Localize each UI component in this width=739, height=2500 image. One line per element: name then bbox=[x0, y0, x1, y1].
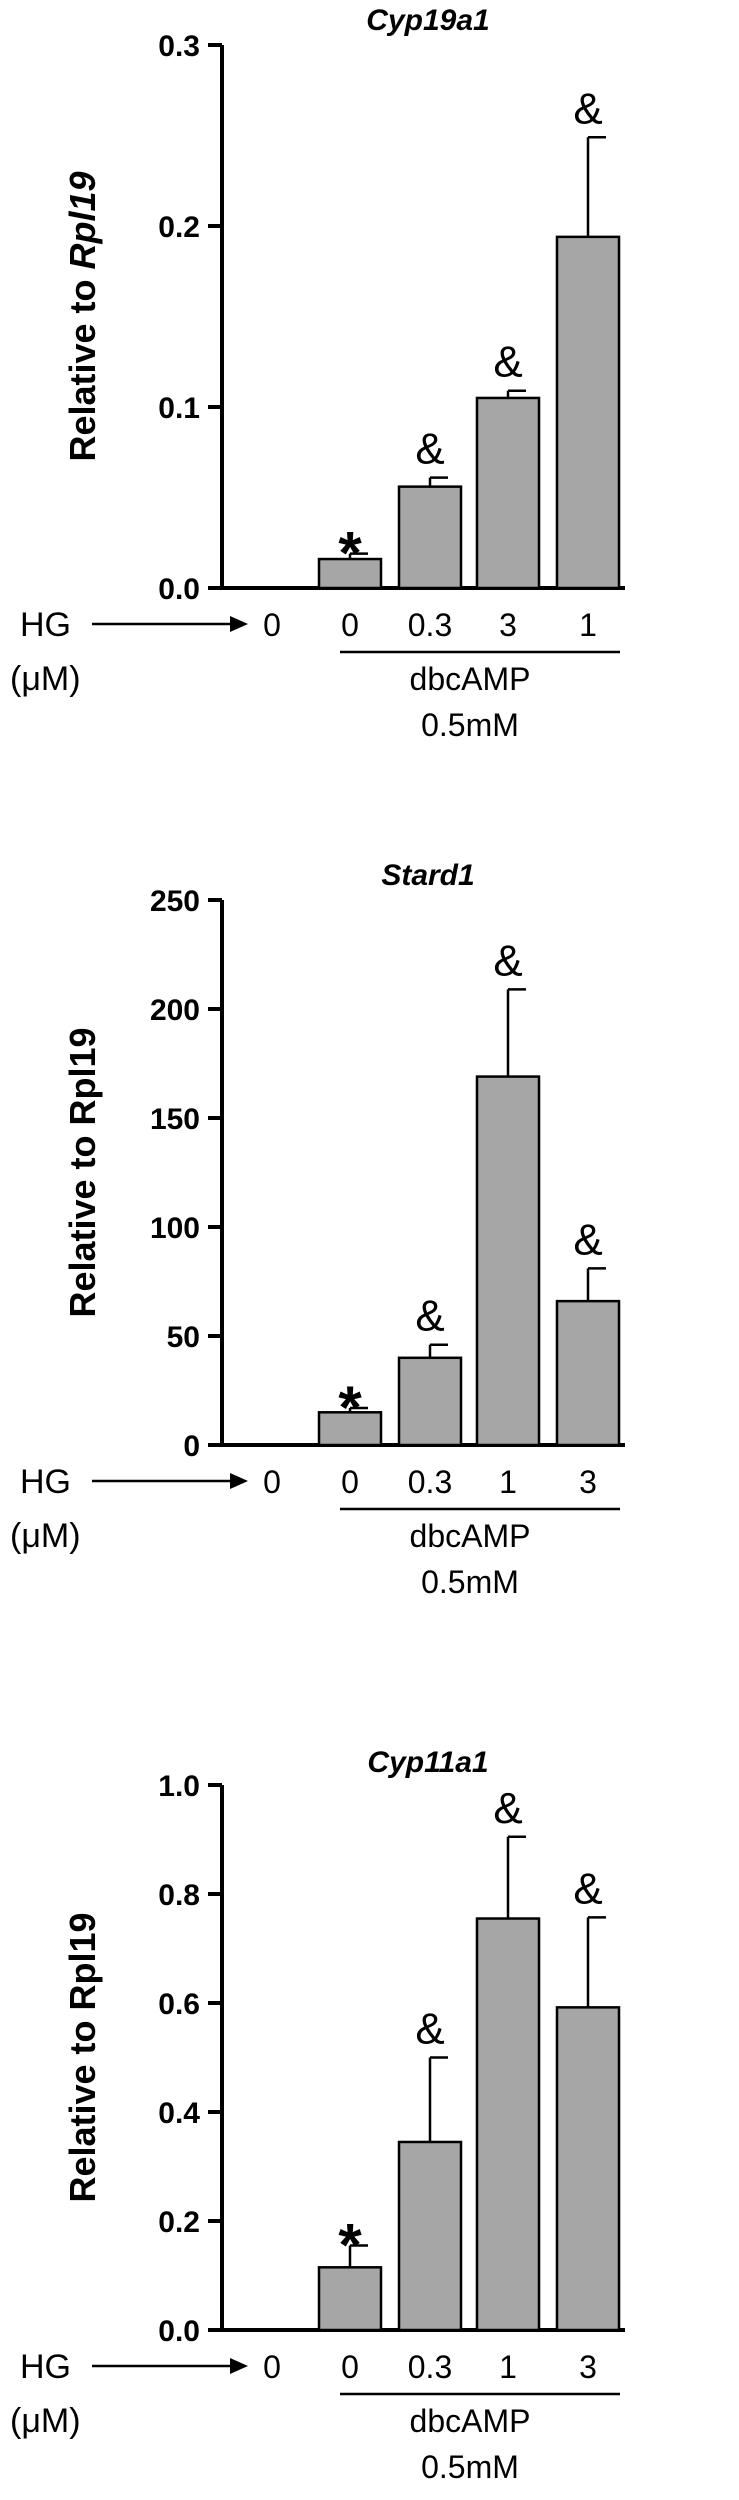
x-tick-label: 0 bbox=[263, 2349, 281, 2385]
significance-ampersand: & bbox=[573, 1864, 602, 1913]
unit-label: (μM) bbox=[10, 660, 81, 698]
y-tick-label: 1.0 bbox=[158, 1770, 200, 1803]
bar bbox=[475, 1917, 541, 2332]
x-tick-label: 0 bbox=[263, 607, 281, 643]
x-tick-label: 0.3 bbox=[408, 1464, 452, 1500]
significance-ampersand: & bbox=[415, 2005, 444, 2054]
bar bbox=[397, 485, 463, 590]
y-axis-label-prefix: Relative to bbox=[62, 1125, 103, 1317]
bar bbox=[397, 1356, 463, 1447]
significance-ampersand: & bbox=[493, 338, 522, 387]
significance-ampersand: & bbox=[415, 425, 444, 474]
y-tick-label: 150 bbox=[150, 1103, 200, 1136]
group-label: dbcAMP bbox=[410, 1518, 531, 1554]
chart-2: Cyp11a1 Relative to Rpl19 0.0 0.2 0.4 0.6 0.8 1… bbox=[10, 1746, 625, 2485]
hg-label: HG bbox=[20, 2348, 71, 2386]
y-tick-label: 250 bbox=[150, 885, 200, 918]
bar bbox=[555, 1299, 621, 1447]
y-tick-label: 0.1 bbox=[158, 392, 200, 425]
x-tick-label: 1 bbox=[499, 2349, 517, 2385]
y-tick-label: 100 bbox=[150, 1212, 200, 1245]
bar bbox=[555, 2006, 621, 2332]
y-tick-label: 0.0 bbox=[158, 2315, 200, 2348]
x-tick-label: 3 bbox=[499, 607, 517, 643]
significance-ampersand: & bbox=[573, 1215, 602, 1264]
y-tick-label: 0.8 bbox=[158, 1879, 200, 1912]
x-tick-label: 1 bbox=[499, 1464, 517, 1500]
y-tick-label: 0.4 bbox=[158, 2097, 200, 2130]
significance-ampersand: & bbox=[573, 84, 602, 133]
y-tick-label: 0 bbox=[183, 1430, 200, 1463]
group-sublabel: 0.5mM bbox=[421, 707, 519, 743]
y-axis-label-gene: Rpl19 bbox=[62, 1912, 103, 2010]
chart-title: Cyp19a1 bbox=[366, 4, 489, 37]
x-tick-label: 0.3 bbox=[408, 607, 452, 643]
unit-label: (μM) bbox=[10, 1517, 81, 1555]
hg-label: HG bbox=[20, 606, 71, 644]
y-axis-label: Relative to Rpl19 bbox=[62, 1027, 103, 1317]
bar bbox=[475, 1075, 541, 1447]
x-tick-label: 0.3 bbox=[408, 2349, 452, 2385]
group-sublabel: 0.5mM bbox=[421, 1564, 519, 1600]
chart-title: Stard1 bbox=[381, 859, 474, 892]
significance-ampersand: & bbox=[415, 1292, 444, 1341]
significance-star: * bbox=[338, 2212, 362, 2279]
arrow-head bbox=[230, 616, 248, 632]
x-tick-label: 3 bbox=[579, 2349, 597, 2385]
y-tick-label: 0.0 bbox=[158, 573, 200, 606]
bar bbox=[555, 235, 621, 590]
group-sublabel: 0.5mM bbox=[421, 2449, 519, 2485]
x-tick-label: 0 bbox=[341, 2349, 359, 2385]
unit-label: (μM) bbox=[10, 2402, 81, 2440]
y-tick-label: 50 bbox=[167, 1321, 200, 1354]
y-tick-label: 0.6 bbox=[158, 1988, 200, 2021]
significance-ampersand: & bbox=[493, 936, 522, 985]
y-tick-label: 0.2 bbox=[158, 211, 200, 244]
significance-ampersand: & bbox=[493, 1784, 522, 1833]
y-axis-label: Relative to Rpl19 bbox=[62, 171, 103, 461]
arrow-head bbox=[230, 2358, 248, 2374]
bar bbox=[475, 396, 541, 590]
y-axis-label-prefix: Relative to bbox=[62, 2010, 103, 2202]
x-tick-label: 0 bbox=[341, 1464, 359, 1500]
hg-label: HG bbox=[20, 1463, 71, 1501]
bar bbox=[397, 2140, 463, 2332]
x-tick-label: 0 bbox=[341, 607, 359, 643]
y-axis-label-gene: Rpl19 bbox=[62, 171, 103, 269]
chart-title: Cyp11a1 bbox=[367, 1746, 488, 1779]
significance-star: * bbox=[338, 1374, 362, 1441]
significance-star: * bbox=[338, 520, 362, 587]
y-axis-label-prefix: Relative to bbox=[62, 269, 103, 461]
y-tick-label: 200 bbox=[150, 994, 200, 1027]
group-label: dbcAMP bbox=[410, 661, 531, 697]
group-label: dbcAMP bbox=[410, 2403, 531, 2439]
bar bbox=[317, 2266, 383, 2332]
y-axis-label-gene: Rpl19 bbox=[62, 1027, 103, 1125]
x-tick-label: 1 bbox=[579, 607, 597, 643]
y-axis-label: Relative to Rpl19 bbox=[62, 1912, 103, 2202]
arrow-head bbox=[230, 1473, 248, 1489]
bar bbox=[317, 1411, 383, 1447]
x-tick-label: 0 bbox=[263, 1464, 281, 1500]
y-tick-label: 0.2 bbox=[158, 2206, 200, 2239]
x-tick-label: 3 bbox=[579, 1464, 597, 1500]
y-tick-label: 0.3 bbox=[158, 30, 200, 63]
